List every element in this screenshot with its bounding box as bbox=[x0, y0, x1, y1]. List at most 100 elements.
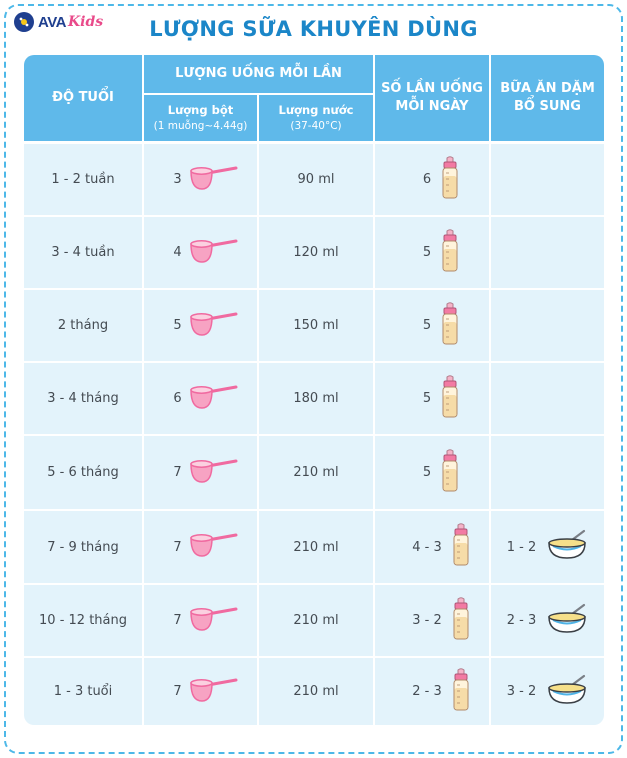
porridge-bowl-icon bbox=[546, 529, 588, 565]
scoop-count: 7 bbox=[173, 539, 182, 555]
cell-times: 3 - 2 bbox=[375, 585, 489, 656]
scoop-icon bbox=[188, 530, 238, 564]
cell-age: 10 - 12 tháng bbox=[24, 585, 142, 656]
cell-age: 2 tháng bbox=[24, 290, 142, 361]
scoop-icon bbox=[188, 309, 238, 343]
cell-scoops: 3 bbox=[144, 144, 257, 215]
header-water: Lượng nước (37-40°C) bbox=[259, 95, 373, 141]
cell-solid bbox=[491, 436, 604, 509]
cell-water: 180 ml bbox=[259, 363, 373, 434]
header-water-note: (37-40°C) bbox=[290, 119, 342, 132]
header-times: SỐ LẦN UỐNG MỖI NGÀY bbox=[375, 55, 489, 141]
age-label: 2 tháng bbox=[57, 318, 109, 333]
times-per-day: 5 bbox=[422, 465, 432, 480]
scoop-count: 5 bbox=[173, 318, 182, 333]
scoop-icon bbox=[188, 456, 238, 490]
solid-meals: 1 - 2 bbox=[506, 539, 537, 555]
solid-meals: 3 - 2 bbox=[506, 684, 537, 699]
times-per-day: 6 bbox=[422, 172, 432, 187]
cell-water: 90 ml bbox=[259, 144, 373, 215]
cell-scoops: 7 bbox=[144, 436, 257, 509]
scoop-icon bbox=[188, 382, 238, 416]
age-label: 7 - 9 tháng bbox=[47, 539, 119, 555]
header-age: ĐỘ TUỔI bbox=[24, 55, 142, 141]
header-solid-line1: BỮA ĂN DẶM bbox=[500, 81, 595, 97]
scoop-count: 7 bbox=[173, 613, 182, 628]
solid-meals: 2 - 3 bbox=[506, 613, 537, 628]
scoop-count: 3 bbox=[173, 172, 182, 187]
water-amount: 90 ml bbox=[297, 172, 335, 187]
baby-bottle-icon bbox=[450, 667, 472, 716]
age-label: 3 - 4 tháng bbox=[47, 391, 119, 406]
cell-solid bbox=[491, 290, 604, 361]
header-times-line2: MỖI NGÀY bbox=[395, 99, 469, 114]
cell-scoops: 7 bbox=[144, 658, 257, 725]
scoop-icon bbox=[188, 675, 238, 709]
brand-badge-icon bbox=[14, 12, 34, 32]
cell-age: 7 - 9 tháng bbox=[24, 511, 142, 583]
cell-solid bbox=[491, 217, 604, 288]
cell-times: 5 bbox=[375, 217, 489, 288]
water-amount: 210 ml bbox=[293, 539, 339, 555]
cell-scoops: 4 bbox=[144, 217, 257, 288]
cell-solid: 3 - 2 bbox=[491, 658, 604, 725]
cell-solid bbox=[491, 144, 604, 215]
header-times-line1: SỐ LẦN UỐNG bbox=[381, 81, 483, 97]
header-powder: Lượng bột (1 muỗng~4.44g) bbox=[144, 95, 257, 141]
cell-age: 5 - 6 tháng bbox=[24, 436, 142, 509]
times-per-day: 5 bbox=[422, 245, 432, 260]
times-per-day: 5 bbox=[422, 391, 432, 406]
cell-times: 6 bbox=[375, 144, 489, 215]
water-amount: 210 ml bbox=[293, 465, 339, 480]
cell-times: 5 bbox=[375, 290, 489, 361]
milk-table: ĐỘ TUỔI LƯỢNG UỐNG MỖI LẦN Lượng bột (1 … bbox=[24, 55, 604, 725]
scoop-count: 6 bbox=[173, 391, 182, 406]
baby-bottle-icon bbox=[439, 155, 461, 204]
baby-bottle-icon bbox=[439, 301, 461, 350]
baby-bottle-icon bbox=[450, 523, 472, 571]
header-solid: BỮA ĂN DẶM BỔ SUNG bbox=[491, 55, 604, 141]
cell-scoops: 5 bbox=[144, 290, 257, 361]
header-per-feed: LƯỢNG UỐNG MỖI LẦN bbox=[144, 55, 373, 93]
cell-times: 4 - 3 bbox=[375, 511, 489, 583]
times-per-day: 5 bbox=[422, 318, 432, 333]
cell-age: 3 - 4 tháng bbox=[24, 363, 142, 434]
age-label: 5 - 6 tháng bbox=[47, 465, 119, 480]
scoop-icon bbox=[188, 236, 238, 270]
porridge-bowl-icon bbox=[546, 674, 588, 710]
times-per-day: 3 - 2 bbox=[412, 613, 442, 628]
cell-times: 2 - 3 bbox=[375, 658, 489, 725]
cell-water: 210 ml bbox=[259, 658, 373, 725]
baby-bottle-icon bbox=[450, 596, 472, 645]
scoop-count: 4 bbox=[173, 245, 182, 260]
water-amount: 210 ml bbox=[293, 613, 339, 628]
scoop-count: 7 bbox=[173, 465, 182, 480]
water-amount: 180 ml bbox=[293, 391, 339, 406]
cell-age: 1 - 3 tuổi bbox=[24, 658, 142, 725]
age-label: 1 - 2 tuần bbox=[51, 172, 115, 187]
header-powder-note: (1 muỗng~4.44g) bbox=[153, 119, 248, 132]
cell-solid: 2 - 3 bbox=[491, 585, 604, 656]
brand-name: AVA bbox=[38, 13, 66, 31]
cell-scoops: 7 bbox=[144, 511, 257, 583]
cell-water: 120 ml bbox=[259, 217, 373, 288]
page-title: LƯỢNG SỮA KHUYÊN DÙNG bbox=[149, 17, 478, 41]
baby-bottle-icon bbox=[439, 448, 461, 497]
water-amount: 120 ml bbox=[293, 245, 339, 260]
water-amount: 150 ml bbox=[293, 318, 339, 333]
baby-bottle-icon bbox=[439, 374, 461, 423]
age-label: 1 - 3 tuổi bbox=[53, 684, 113, 699]
cell-water: 150 ml bbox=[259, 290, 373, 361]
times-per-day: 2 - 3 bbox=[412, 684, 442, 699]
cell-water: 210 ml bbox=[259, 585, 373, 656]
scoop-icon bbox=[188, 163, 238, 197]
cell-times: 5 bbox=[375, 363, 489, 434]
cell-age: 3 - 4 tuần bbox=[24, 217, 142, 288]
porridge-bowl-icon bbox=[546, 603, 588, 639]
header-powder-label: Lượng bột bbox=[167, 103, 234, 118]
scoop-icon bbox=[188, 604, 238, 638]
cell-water: 210 ml bbox=[259, 511, 373, 583]
cell-solid: 1 - 2 bbox=[491, 511, 604, 583]
cell-scoops: 6 bbox=[144, 363, 257, 434]
cell-age: 1 - 2 tuần bbox=[24, 144, 142, 215]
